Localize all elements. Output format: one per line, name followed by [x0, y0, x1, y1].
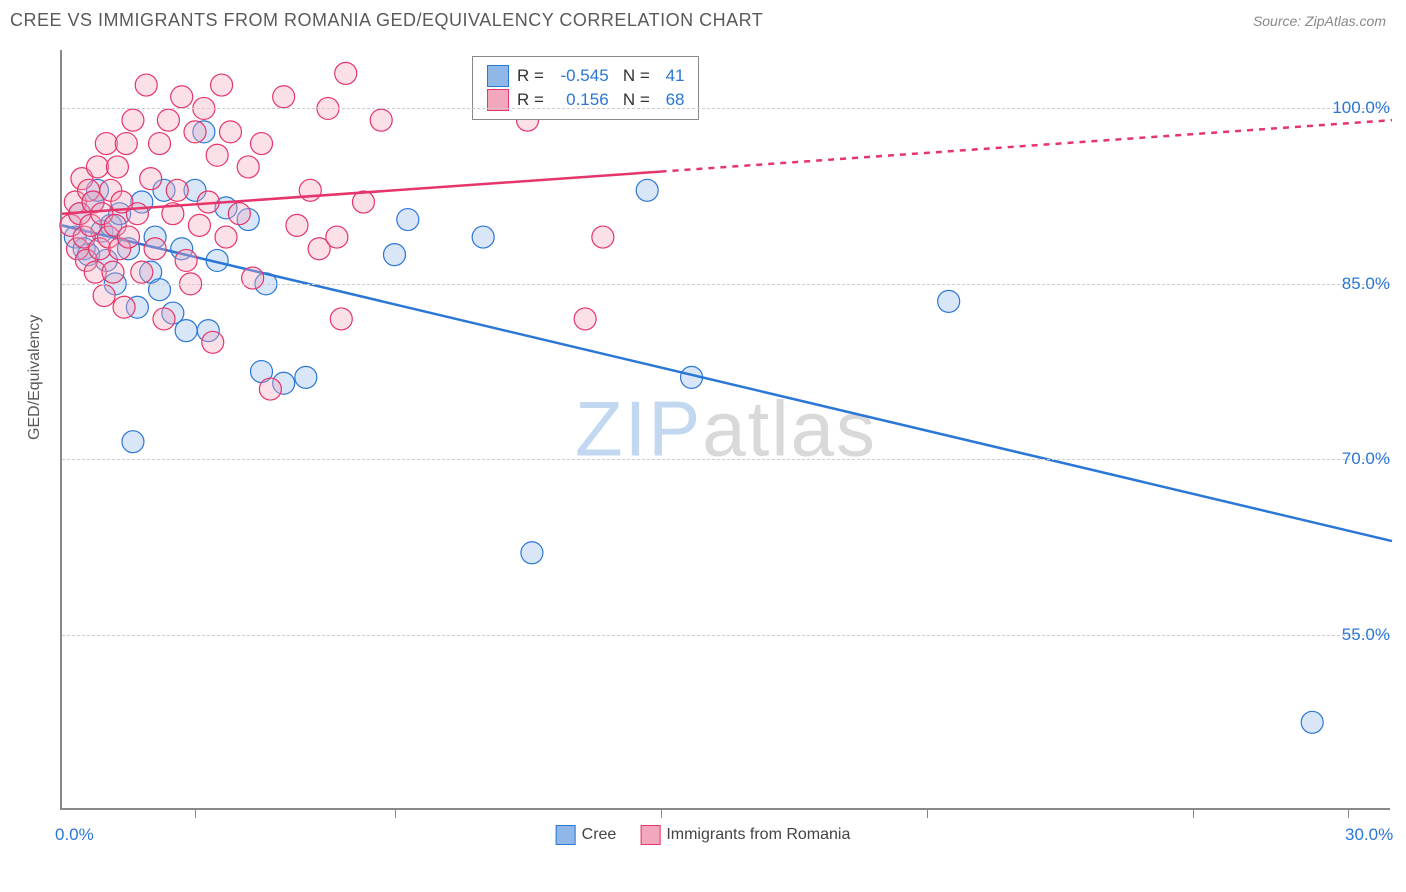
scatter-point [215, 226, 237, 248]
source-attribution: Source: ZipAtlas.com [1253, 13, 1386, 29]
plot-area: ZIPatlas R = -0.545 N = 41R = 0.156 N = … [60, 50, 1390, 810]
x-tick [195, 808, 196, 818]
scatter-point [95, 133, 117, 155]
scatter-point [118, 226, 140, 248]
y-tick-label: 85.0% [1310, 274, 1390, 294]
scatter-point [126, 203, 148, 225]
stats-text: R = 0.156 N = 68 [517, 90, 684, 110]
scatter-point [472, 226, 494, 248]
scatter-point [149, 133, 171, 155]
y-tick-label: 55.0% [1310, 625, 1390, 645]
scatter-point [175, 249, 197, 271]
scatter-point [206, 144, 228, 166]
scatter-point [153, 308, 175, 330]
scatter-point [251, 133, 273, 155]
scatter-point [171, 86, 193, 108]
legend-swatch [556, 825, 576, 845]
legend-item: Immigrants from Romania [640, 825, 850, 845]
scatter-point [273, 86, 295, 108]
scatter-point [106, 156, 128, 178]
stats-text: R = -0.545 N = 41 [517, 66, 684, 86]
x-tick [1348, 808, 1349, 818]
scatter-point [938, 290, 960, 312]
scatter-point [219, 121, 241, 143]
scatter-point [384, 244, 406, 266]
scatter-point [113, 296, 135, 318]
scatter-point [259, 378, 281, 400]
gridline [62, 108, 1390, 109]
scatter-point [115, 133, 137, 155]
scatter-point [184, 121, 206, 143]
scatter-point [157, 109, 179, 131]
y-tick-label: 70.0% [1310, 449, 1390, 469]
scatter-point [93, 285, 115, 307]
scatter-point [521, 542, 543, 564]
scatter-point [242, 267, 264, 289]
gridline [62, 635, 1390, 636]
scatter-point [636, 179, 658, 201]
scatter-point [295, 366, 317, 388]
scatter-point [228, 203, 250, 225]
scatter-point [237, 156, 259, 178]
scatter-point [175, 320, 197, 342]
chart-title: CREE VS IMMIGRANTS FROM ROMANIA GED/EQUI… [10, 10, 763, 31]
scatter-point [335, 62, 357, 84]
y-tick-label: 100.0% [1310, 98, 1390, 118]
scatter-point [330, 308, 352, 330]
stats-row: R = -0.545 N = 41 [487, 65, 684, 87]
scatter-point [211, 74, 233, 96]
x-tick [1193, 808, 1194, 818]
legend-label: Cree [582, 826, 617, 843]
scatter-point [326, 226, 348, 248]
x-axis-min-label: 0.0% [55, 825, 94, 845]
stats-swatch [487, 65, 509, 87]
scatter-point [102, 261, 124, 283]
scatter-point [131, 261, 153, 283]
scatter-point [370, 109, 392, 131]
scatter-point [86, 156, 108, 178]
scatter-point [286, 214, 308, 236]
x-tick [395, 808, 396, 818]
scatter-point [352, 191, 374, 213]
regression-line-dashed [661, 120, 1393, 171]
gridline [62, 284, 1390, 285]
scatter-point [202, 331, 224, 353]
scatter-point [1301, 711, 1323, 733]
legend-item: Cree [556, 825, 617, 845]
stats-box: R = -0.545 N = 41 R = 0.156 N = 68 [472, 56, 699, 120]
chart-svg [62, 50, 1390, 808]
scatter-point [149, 279, 171, 301]
legend-label: Immigrants from Romania [666, 826, 850, 843]
scatter-point [135, 74, 157, 96]
scatter-point [122, 109, 144, 131]
bottom-legend: Cree Immigrants from Romania [556, 825, 851, 845]
scatter-point [574, 308, 596, 330]
gridline [62, 459, 1390, 460]
x-tick [661, 808, 662, 818]
scatter-point [188, 214, 210, 236]
scatter-point [144, 238, 166, 260]
x-axis-max-label: 30.0% [1345, 825, 1393, 845]
scatter-point [166, 179, 188, 201]
scatter-point [140, 168, 162, 190]
scatter-point [397, 209, 419, 231]
scatter-point [592, 226, 614, 248]
y-axis-label: GED/Equivalency [26, 315, 44, 440]
legend-swatch [640, 825, 660, 845]
scatter-point [122, 431, 144, 453]
x-tick [927, 808, 928, 818]
